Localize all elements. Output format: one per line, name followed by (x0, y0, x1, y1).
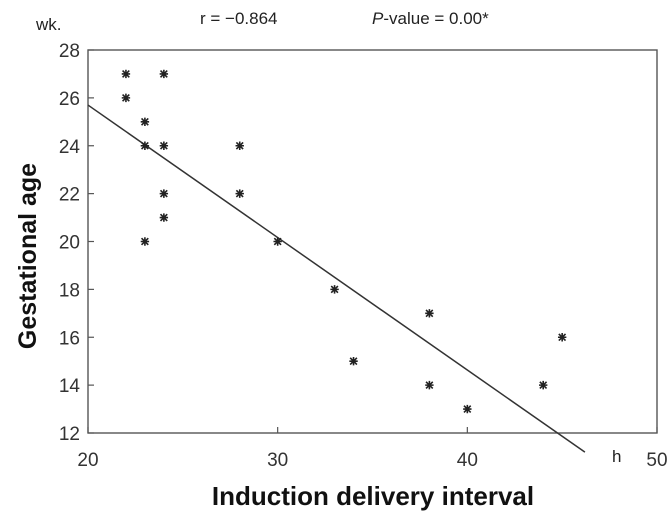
data-point (159, 69, 169, 79)
data-point (121, 93, 131, 103)
data-point (140, 117, 150, 127)
regression-line-layer (87, 104, 586, 453)
x-tick-label: 40 (457, 450, 478, 471)
plot-frame (87, 49, 658, 434)
plot-border (87, 49, 658, 434)
y-tick-label: 18 (59, 280, 80, 301)
y-axis-ticks: 12 14 16 18 20 22 24 26 28 (59, 41, 94, 445)
data-point (235, 189, 244, 198)
data-point (273, 237, 282, 246)
data-point (140, 141, 150, 150)
y-tick-label: 22 (59, 185, 80, 206)
x-tick-label: 20 (77, 450, 98, 471)
x-tick-label: 30 (267, 450, 288, 471)
data-point (235, 141, 244, 150)
x-tick-label: 50 (646, 450, 667, 471)
data-point (159, 141, 169, 150)
y-tick-label: 24 (59, 137, 81, 158)
data-point (140, 237, 150, 246)
data-point (121, 69, 131, 79)
data-point (463, 404, 472, 414)
data-point (425, 380, 434, 390)
data-point (330, 285, 339, 294)
y-tick-label: 20 (59, 233, 80, 254)
correlation-annotation: r = −0.864 (200, 9, 278, 28)
data-point (557, 333, 567, 342)
y-unit-label: wk. (35, 15, 62, 34)
p-value-italic: P (372, 9, 384, 28)
data-point (349, 356, 358, 366)
regression-line-label: h (612, 447, 621, 466)
data-points (121, 69, 567, 414)
y-tick-label: 26 (59, 89, 80, 110)
y-tick-label: 14 (59, 376, 81, 397)
x-axis-ticks: 20 30 40 50 (77, 427, 668, 471)
data-point (159, 189, 169, 198)
regression-line (87, 104, 586, 453)
p-value-annotation: P-value = 0.00* (372, 9, 489, 28)
x-axis-title: Induction delivery interval (212, 481, 534, 511)
data-point (539, 380, 548, 390)
p-value-rest: -value = 0.00* (383, 9, 489, 28)
y-tick-label: 12 (59, 424, 80, 445)
y-axis-title: Gestational age (14, 163, 42, 349)
y-tick-label: 16 (59, 328, 80, 349)
y-tick-label: 28 (59, 41, 80, 62)
data-point (159, 213, 169, 222)
data-point (425, 309, 434, 318)
